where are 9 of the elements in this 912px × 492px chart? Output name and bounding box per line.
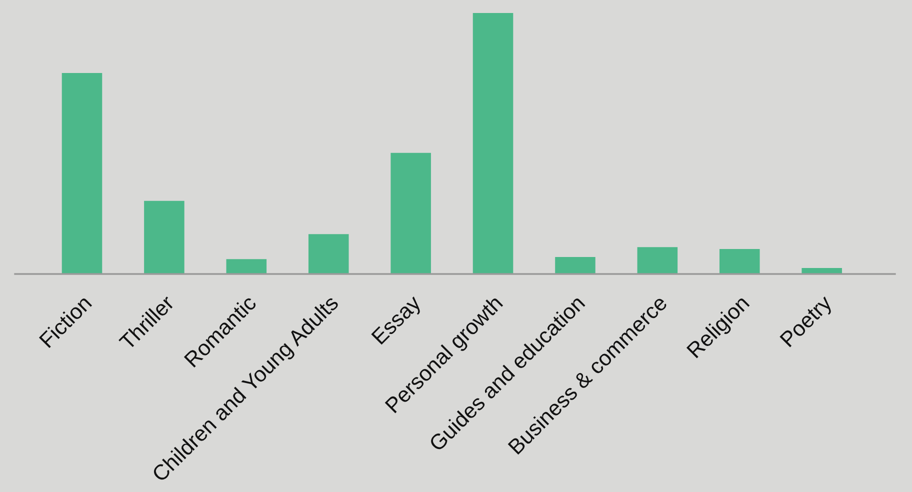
bar <box>637 247 678 274</box>
bar <box>472 13 514 274</box>
bar <box>555 257 596 274</box>
bar <box>390 152 431 274</box>
bar <box>308 234 349 274</box>
bar <box>719 248 760 274</box>
bar <box>226 259 267 274</box>
bar <box>144 200 184 274</box>
bar <box>62 73 102 274</box>
